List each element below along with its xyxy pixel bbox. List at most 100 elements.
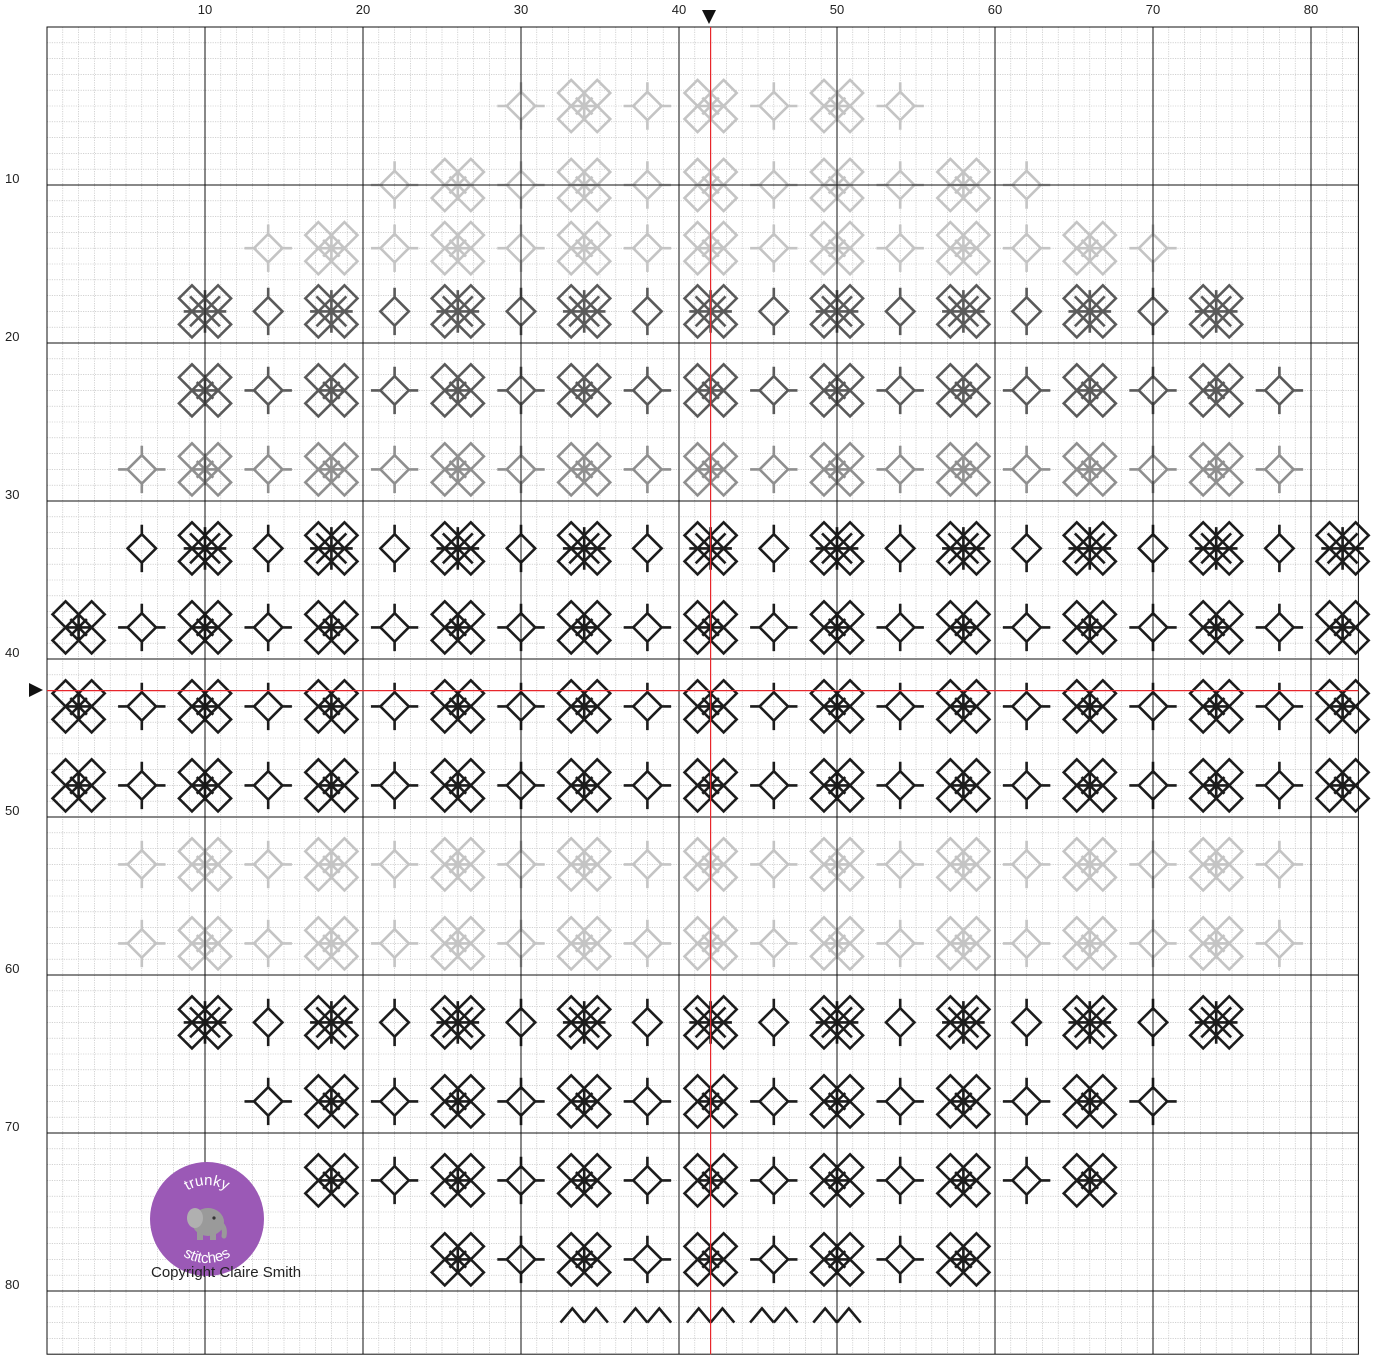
stitch-motif: [1010, 998, 1043, 1047]
left-axis-label: 40: [5, 645, 19, 660]
stitch-motif: [1002, 682, 1051, 731]
stitch-motif: [623, 1077, 672, 1126]
stitch-motif: [876, 1156, 924, 1205]
stitch-motif: [935, 220, 992, 277]
stitch-motif: [252, 524, 285, 573]
stitch-motif: [935, 994, 992, 1051]
stitch-motif: [378, 998, 411, 1047]
left-axis-label: 20: [5, 329, 19, 344]
stitch-motif: [631, 524, 664, 573]
stitch-motif: [876, 840, 924, 889]
stitch-motif: [884, 524, 917, 573]
stitch-motif: [370, 445, 419, 494]
stitch-motif: [303, 757, 360, 814]
stitch-motif: [750, 224, 798, 272]
stitch-motif: [244, 445, 292, 494]
stitch-motif: [303, 283, 360, 340]
stitch-motif: [50, 599, 107, 656]
top-axis-label: 60: [988, 2, 1002, 17]
copyright-text: Copyright Claire Smith: [151, 1264, 302, 1281]
stitch-motif: [1188, 362, 1245, 419]
stitch-motif: [757, 524, 790, 573]
svg-text:trunky: trunky: [181, 1172, 232, 1194]
stitch-motif: [1188, 994, 1245, 1051]
stitch-motif: [1061, 283, 1118, 340]
stitch-motif: [370, 224, 419, 272]
stitch-motif: [1061, 836, 1118, 893]
stitch-motif: [623, 1235, 672, 1284]
stitch-motif: [556, 1152, 613, 1209]
stitch-motif: [1002, 445, 1051, 494]
stitch-motif: [1188, 441, 1245, 498]
stitch-motif: [1061, 520, 1118, 577]
stitch-motif: [1002, 603, 1051, 652]
stitch-motif: [935, 1231, 992, 1288]
stitch-motif: [378, 287, 411, 336]
stitch-motif: [556, 283, 613, 340]
trunky-stitches-logo: trunky stitches: [148, 1160, 266, 1278]
stitch-motif: [244, 840, 292, 889]
top-center-marker: [702, 10, 716, 24]
stitch-motif: [1061, 220, 1118, 277]
stitch-motif: [1314, 520, 1371, 577]
stitch-motif: [244, 761, 292, 810]
top-axis-label: 10: [198, 2, 212, 17]
stitch-motif: [1061, 915, 1118, 972]
stitch-motif: [1188, 836, 1245, 893]
stitch-motif: [303, 1073, 360, 1130]
stitch-motif: [370, 919, 419, 968]
stitch-motif: [935, 1152, 992, 1209]
stitch-motif: [623, 919, 672, 968]
stitch-motif: [1188, 757, 1245, 814]
stitch-motif: [1255, 761, 1304, 810]
stitch-motif: [556, 1073, 613, 1130]
stitch-motif: [935, 283, 992, 340]
stitch-motif: [303, 915, 360, 972]
stitch-band: [303, 1152, 1118, 1209]
elephant-icon: [187, 1208, 227, 1240]
stitch-motif: [1061, 757, 1118, 814]
stitch-motif: [556, 78, 613, 134]
stitch-motif: [244, 682, 292, 731]
stitch-motif: [556, 757, 613, 814]
stitch-motif: [622, 1306, 673, 1324]
stitch-motif: [370, 1156, 419, 1205]
stitch-motif: [303, 362, 360, 419]
stitch-motif: [429, 1073, 486, 1130]
stitch-motif: [429, 520, 486, 577]
stitch-motif: [1255, 603, 1304, 652]
stitch-motif: [303, 836, 360, 893]
stitch-motif: [118, 682, 166, 731]
stitch-motif: [876, 224, 924, 272]
stitch-motif: [370, 682, 419, 731]
stitch-motif: [935, 362, 992, 419]
top-axis-label: 30: [514, 2, 528, 17]
top-axis-label: 40: [672, 2, 686, 17]
stitch-motif: [429, 994, 486, 1051]
stitch-motif: [1188, 678, 1245, 735]
stitch-motif: [1002, 919, 1051, 968]
stitch-motif: [556, 678, 613, 735]
top-axis-label: 50: [830, 2, 844, 17]
stitch-motif: [750, 366, 798, 415]
stitch-motif: [623, 840, 672, 889]
stitch-motif: [303, 220, 360, 277]
stitch-motif: [935, 520, 992, 577]
top-axis-label: 80: [1304, 2, 1318, 17]
stitch-motif: [118, 445, 166, 494]
stitch-motif: [556, 1231, 613, 1288]
stitch-motif: [1002, 761, 1051, 810]
stitch-motif: [876, 445, 924, 494]
stitch-motif: [1002, 1077, 1051, 1126]
stitch-motif: [118, 603, 166, 652]
stitch-motif: [118, 840, 166, 889]
stitch-motif: [876, 919, 924, 968]
stitch-motif: [1061, 1073, 1118, 1130]
stitch-motif: [370, 840, 419, 889]
stitch-motif: [1255, 919, 1304, 968]
stitch-motif: [1255, 366, 1304, 415]
stitch-motif: [429, 441, 486, 498]
stitch-motif: [556, 220, 613, 277]
stitch-motif: [935, 1073, 992, 1130]
stitch-motif: [370, 366, 419, 415]
